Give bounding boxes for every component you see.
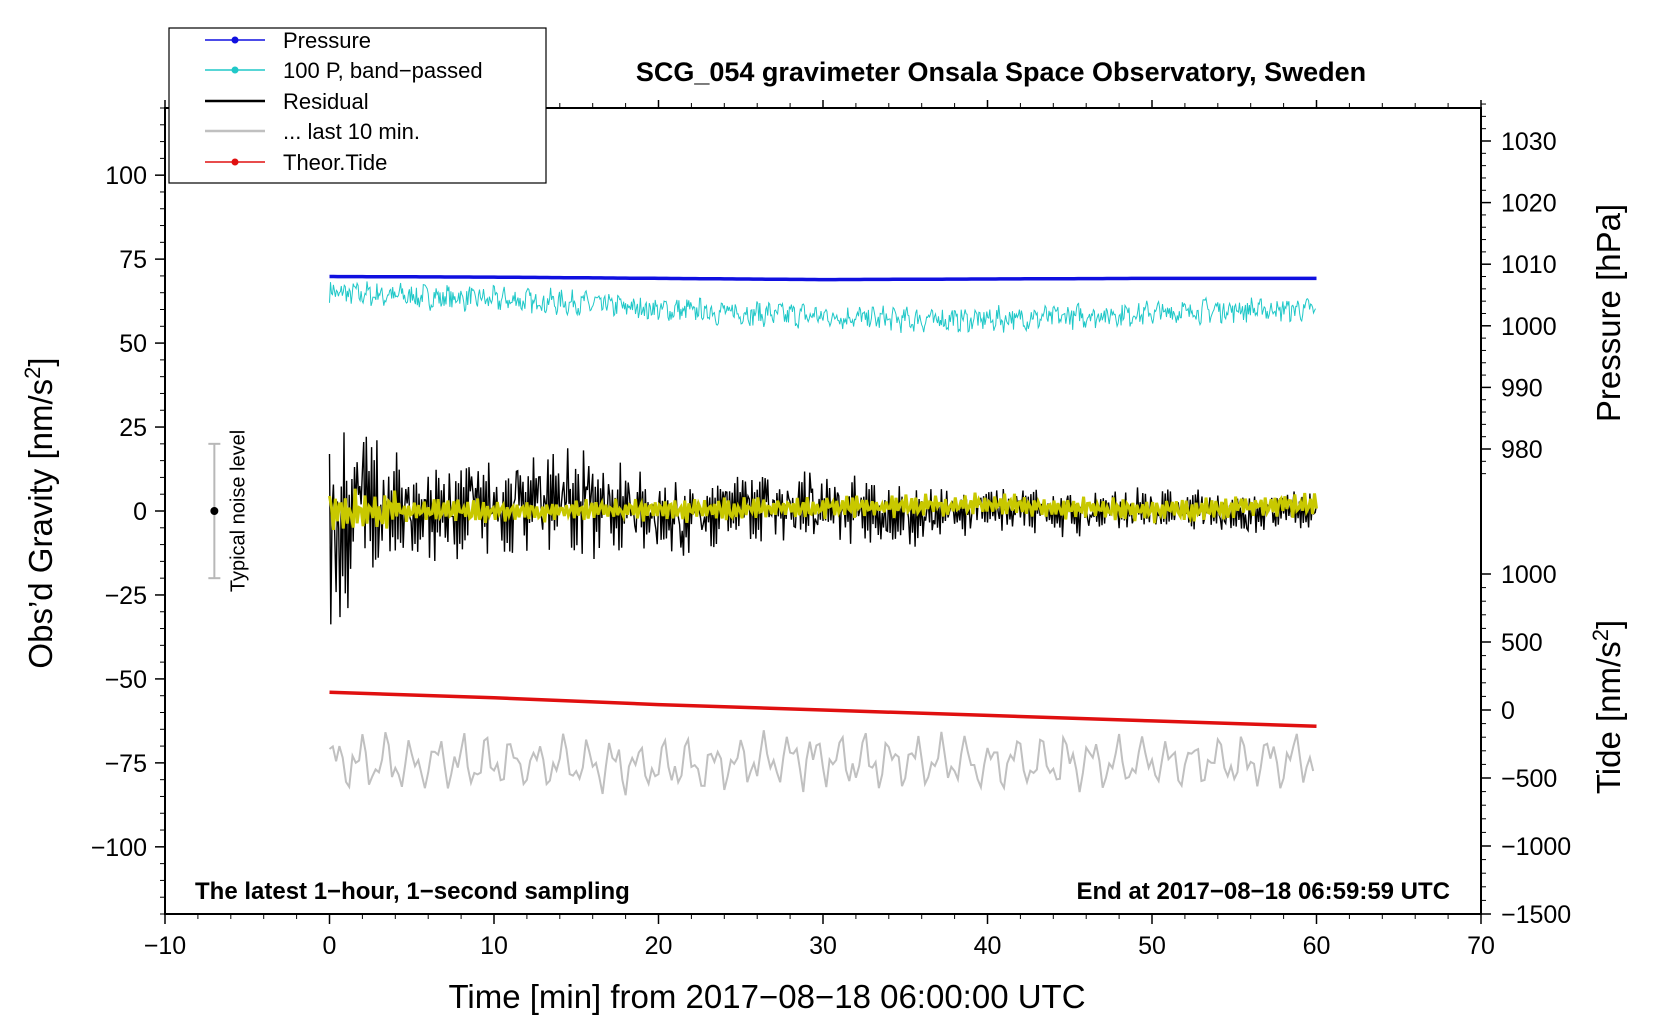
tide-axis-title-end: ]	[1590, 620, 1627, 629]
pressure-axis-ticks: 980 990 1000 1010 1020 1030	[1481, 103, 1557, 475]
tide-tick-label-0: 0	[1501, 697, 1515, 725]
x-tick-label-40: 40	[974, 932, 1002, 960]
series-theor-tide	[329, 690, 1317, 729]
gravity-tick-label-75: −75	[105, 750, 147, 778]
series-pressure	[329, 274, 1317, 282]
chart-title: SCG_054 gravimeter Onsala Space Observat…	[636, 57, 1366, 87]
pressure-tick-label-1030: 1030	[1501, 128, 1557, 156]
legend-label-last-10-min: ... last 10 min.	[283, 119, 420, 144]
legend-box	[168, 27, 547, 184]
note-end-time: End at 2017−08−18 06:59:59 UTC	[1076, 878, 1450, 905]
legend-item-residual: Residual	[205, 89, 369, 114]
noise-level-label: Typical noise level	[227, 430, 249, 592]
x-tick-label-60: 60	[1303, 932, 1331, 960]
legend-item-band-passed: 100 P, band−passed	[205, 58, 483, 83]
legend-marker-pressure	[231, 36, 239, 44]
legend-item-theor-tide: Theor.Tide	[205, 150, 387, 175]
pressure-tick-label-980: 980	[1501, 436, 1543, 464]
gravity-axis-title: Obs’d Gravity [nm/s2]	[20, 357, 59, 668]
legend-item-last-10-min: ... last 10 min.	[205, 119, 420, 144]
series-residual	[328, 432, 1318, 625]
gravity-tick-label-100: 100	[105, 162, 147, 190]
gravity-tick-label-0: 0	[133, 498, 147, 526]
tide-axis-title-main: Tide [nm/s	[1590, 641, 1627, 794]
legend-label-theor-tide: Theor.Tide	[283, 150, 387, 175]
gravity-tick-label-100: −100	[91, 834, 147, 862]
x-tick-label-0: 0	[323, 932, 337, 960]
legend: Pressure 100 P, band−passed Residual ...…	[168, 27, 547, 184]
gravity-axis-title-sup: 2	[20, 367, 45, 379]
noise-level-indicator	[208, 442, 221, 580]
gravity-tick-label-50: 50	[119, 330, 147, 358]
pressure-tick-label-1000: 1000	[1501, 313, 1557, 341]
series-layer	[328, 274, 1318, 796]
gravity-axis-title-main: Obs’d Gravity [nm/s	[22, 379, 59, 669]
tide-axis-title: Tide [nm/s2]	[1588, 620, 1627, 794]
x-tick-label-30: 30	[809, 932, 837, 960]
legend-label-residual: Residual	[283, 89, 369, 114]
gravity-axis-ticks: −100 −75 −50 −25 0 25 50 75 100	[91, 107, 165, 915]
tide-tick-label-1000: −1000	[1501, 833, 1571, 861]
series-residual-smoothed	[328, 488, 1318, 531]
pressure-tick-label-1020: 1020	[1501, 190, 1557, 218]
x-axis-title: Time [min] from 2017−08−18 06:00:00 UTC	[448, 978, 1085, 1015]
note-latest-hour: The latest 1−hour, 1−second sampling	[195, 878, 630, 905]
tide-tick-label-500: −500	[1501, 765, 1557, 793]
legend-label-band-passed: 100 P, band−passed	[283, 58, 483, 83]
noise-bar-point	[210, 507, 219, 515]
tide-tick-label-1000: 1000	[1501, 561, 1557, 589]
x-axis-ticks: −10 0 10 20 30 40 50 60 70	[144, 100, 1495, 960]
x-tick-label-50: 50	[1138, 932, 1166, 960]
series-last-10-min	[328, 730, 1315, 796]
pressure-tick-label-1010: 1010	[1501, 251, 1557, 279]
pressure-axis-title: Pressure [hPa]	[1590, 204, 1627, 422]
legend-marker-theor-tide	[231, 158, 239, 166]
gravity-tick-label-25: 25	[119, 414, 147, 442]
gravity-tick-label-50: −50	[105, 666, 147, 694]
x-tick-label-10: −10	[144, 932, 186, 960]
series-band-passed	[329, 281, 1316, 334]
x-tick-label-20: 20	[645, 932, 673, 960]
x-tick-label-10: 10	[480, 932, 508, 960]
tide-tick-label-1500: −1500	[1501, 901, 1571, 929]
x-tick-label-70: 70	[1467, 932, 1495, 960]
pressure-tick-label-990: 990	[1501, 374, 1543, 402]
legend-label-pressure: Pressure	[283, 28, 371, 53]
gravity-tick-label-75: 75	[119, 246, 147, 274]
tide-axis-ticks: −1500 −1000 −500 0 500 1000	[1481, 561, 1571, 929]
legend-items: Pressure 100 P, band−passed Residual ...…	[205, 28, 483, 175]
legend-item-pressure: Pressure	[205, 28, 371, 53]
legend-marker-band-passed	[231, 66, 239, 74]
gravity-axis-title-end: ]	[22, 357, 59, 366]
tide-tick-label-500: 500	[1501, 629, 1543, 657]
tide-axis-title-sup: 2	[1588, 629, 1613, 641]
gravity-tick-label-25: −25	[105, 582, 147, 610]
